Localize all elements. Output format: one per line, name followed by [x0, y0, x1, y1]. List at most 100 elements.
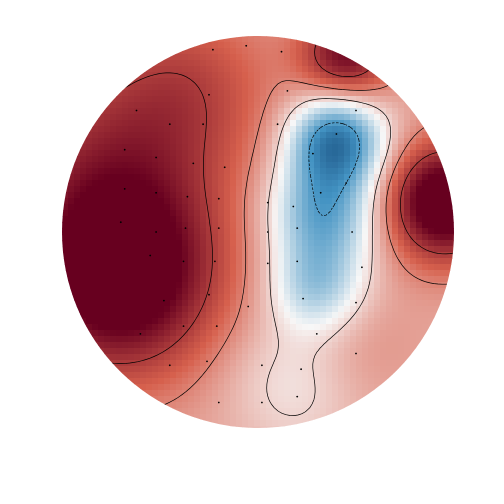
heatmap-cell [224, 276, 231, 283]
heatmap-cell [446, 252, 453, 259]
heatmap-cell [320, 84, 327, 91]
heatmap-cell [380, 246, 387, 253]
heatmap-cell [224, 84, 231, 91]
heatmap-cell [314, 360, 321, 367]
heatmap-cell [278, 414, 285, 421]
heatmap-cell [374, 366, 381, 373]
heatmap-cell [398, 144, 405, 151]
heatmap-cell [374, 378, 381, 385]
heatmap-cell [260, 198, 267, 205]
heatmap-cell [194, 78, 201, 85]
heatmap-cell [182, 282, 189, 289]
heatmap-cell [260, 84, 267, 91]
heatmap-cell [242, 318, 249, 325]
heatmap-cell [302, 90, 309, 97]
heatmap-cell [134, 264, 141, 271]
heatmap-cell [122, 102, 129, 109]
heatmap-cell [212, 48, 219, 55]
heatmap-cell [410, 324, 417, 331]
heatmap-cell [236, 60, 243, 67]
heatmap-cell [332, 114, 339, 121]
heatmap-cell [158, 330, 165, 337]
heatmap-cell [392, 258, 399, 265]
heatmap-cell [218, 228, 225, 235]
heatmap-cell [296, 108, 303, 115]
heatmap-cell [362, 84, 369, 91]
heatmap-cell [278, 420, 285, 427]
heatmap-cell [422, 264, 429, 271]
heatmap-cell [296, 90, 303, 97]
heatmap-cell [128, 156, 135, 163]
heatmap-cell [374, 228, 381, 235]
heatmap-cell [224, 264, 231, 271]
sensor-point [266, 201, 269, 204]
heatmap-cell [416, 180, 423, 187]
heatmap-cell [236, 36, 243, 43]
heatmap-cell [278, 90, 285, 97]
heatmap-cell [260, 168, 267, 175]
heatmap-cell [176, 270, 183, 277]
heatmap-cell [164, 408, 171, 415]
heatmap-cell [308, 54, 315, 61]
heatmap-cell [380, 372, 387, 379]
heatmap-cell [140, 378, 147, 385]
heatmap-cell [236, 42, 243, 49]
heatmap-cell [122, 78, 129, 85]
heatmap-cell [422, 222, 429, 229]
heatmap-cell [224, 426, 231, 428]
heatmap-cell [164, 72, 171, 79]
heatmap-cell [308, 294, 315, 301]
heatmap-cell [356, 390, 363, 397]
heatmap-cell [254, 270, 261, 277]
heatmap-cell [362, 126, 369, 133]
heatmap-cell [200, 228, 207, 235]
heatmap-cell [230, 240, 237, 247]
heatmap-cell [194, 210, 201, 217]
heatmap-cell [170, 306, 177, 313]
heatmap-cell [266, 72, 273, 79]
heatmap-cell [302, 228, 309, 235]
heatmap-cell [98, 270, 105, 277]
heatmap-cell [236, 384, 243, 391]
heatmap-cell [278, 288, 285, 295]
heatmap-cell [338, 354, 345, 361]
heatmap-cell [212, 66, 219, 73]
heatmap-cell [86, 216, 93, 223]
heatmap-cell [116, 270, 123, 277]
heatmap-cell [290, 198, 297, 205]
heatmap-cell [326, 114, 333, 121]
heatmap-cell [332, 204, 339, 211]
heatmap-cell [398, 114, 405, 121]
heatmap-cell [152, 168, 159, 175]
heatmap-cell [194, 408, 201, 415]
heatmap-cell [248, 288, 255, 295]
heatmap-cell [266, 270, 273, 277]
heatmap-cell [206, 90, 213, 97]
heatmap-cell [122, 276, 129, 283]
heatmap-cell [194, 396, 201, 403]
heatmap-cell [284, 276, 291, 283]
heatmap-cell [422, 234, 429, 241]
heatmap-cell [416, 234, 423, 241]
heatmap-cell [368, 144, 375, 151]
heatmap-cell [188, 102, 195, 109]
heatmap-cell [350, 114, 357, 121]
heatmap-cell [314, 414, 321, 421]
heatmap-cell [218, 60, 225, 67]
heatmap-cell [440, 168, 447, 175]
heatmap-cell [176, 66, 183, 73]
heatmap-cell [212, 42, 219, 49]
heatmap-cell [224, 210, 231, 217]
heatmap-cell [350, 258, 357, 265]
heatmap-cell [290, 306, 297, 313]
heatmap-cell [356, 186, 363, 193]
heatmap-cell [266, 396, 273, 403]
heatmap-cell [362, 156, 369, 163]
heatmap-cell [326, 324, 333, 331]
heatmap-cell [218, 96, 225, 103]
heatmap-cell [92, 150, 99, 157]
heatmap-cell [146, 306, 153, 313]
heatmap-cell [434, 294, 441, 301]
heatmap-cell [74, 318, 81, 325]
heatmap-cell [422, 168, 429, 175]
